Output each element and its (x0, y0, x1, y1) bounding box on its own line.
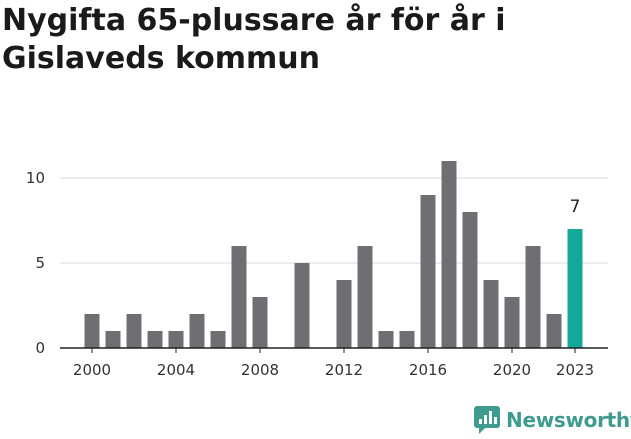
chart-title: Nygifta 65-plussare år för år i Gislaved… (2, 3, 506, 76)
newsworthy-logo: Newsworthy (474, 406, 631, 434)
bar-2013 (357, 246, 373, 348)
bars (84, 161, 583, 348)
bar-2007 (231, 246, 247, 348)
bar-2018 (462, 212, 478, 348)
bar-2020 (504, 297, 520, 348)
bar-2017 (441, 161, 457, 348)
bar-2003 (147, 331, 163, 348)
bar-2016 (420, 195, 436, 348)
bar-2010 (294, 263, 310, 348)
bar-2022 (546, 314, 562, 348)
bar-2021 (525, 246, 541, 348)
labels: 0 5 10 2000 2004 2008 2012 2016 2020 2023 7 (26, 169, 594, 379)
x-tick-label: 2016 (409, 361, 447, 379)
bar-2008 (252, 297, 268, 348)
bar-2005 (189, 314, 205, 348)
x-axis (60, 347, 608, 353)
bar-2023 (567, 229, 583, 348)
x-tick-label: 2004 (157, 361, 195, 379)
bar-2004 (168, 331, 184, 348)
x-tick-label: 2023 (556, 361, 594, 379)
bar-2019 (483, 280, 499, 348)
bar-2012 (336, 280, 352, 348)
bar-2006 (210, 331, 226, 348)
y-tick-label: 0 (35, 339, 45, 357)
gridlines (60, 177, 608, 264)
bar-2014 (378, 331, 394, 348)
x-tick-label: 2008 (241, 361, 279, 379)
y-tick-label: 10 (26, 169, 45, 187)
x-tick-label: 2000 (73, 361, 111, 379)
bar-2001 (105, 331, 121, 348)
x-tick-label: 2012 (325, 361, 363, 379)
bar-2000 (84, 314, 100, 348)
bar-2002 (126, 314, 142, 348)
bar-2015 (399, 331, 415, 348)
newsworthy-chart-icon (474, 406, 500, 434)
brand-name: Newsworthy (506, 408, 631, 432)
highlight-value-label: 7 (570, 197, 581, 217)
x-tick-label: 2020 (493, 361, 531, 379)
y-tick-label: 5 (35, 254, 45, 272)
